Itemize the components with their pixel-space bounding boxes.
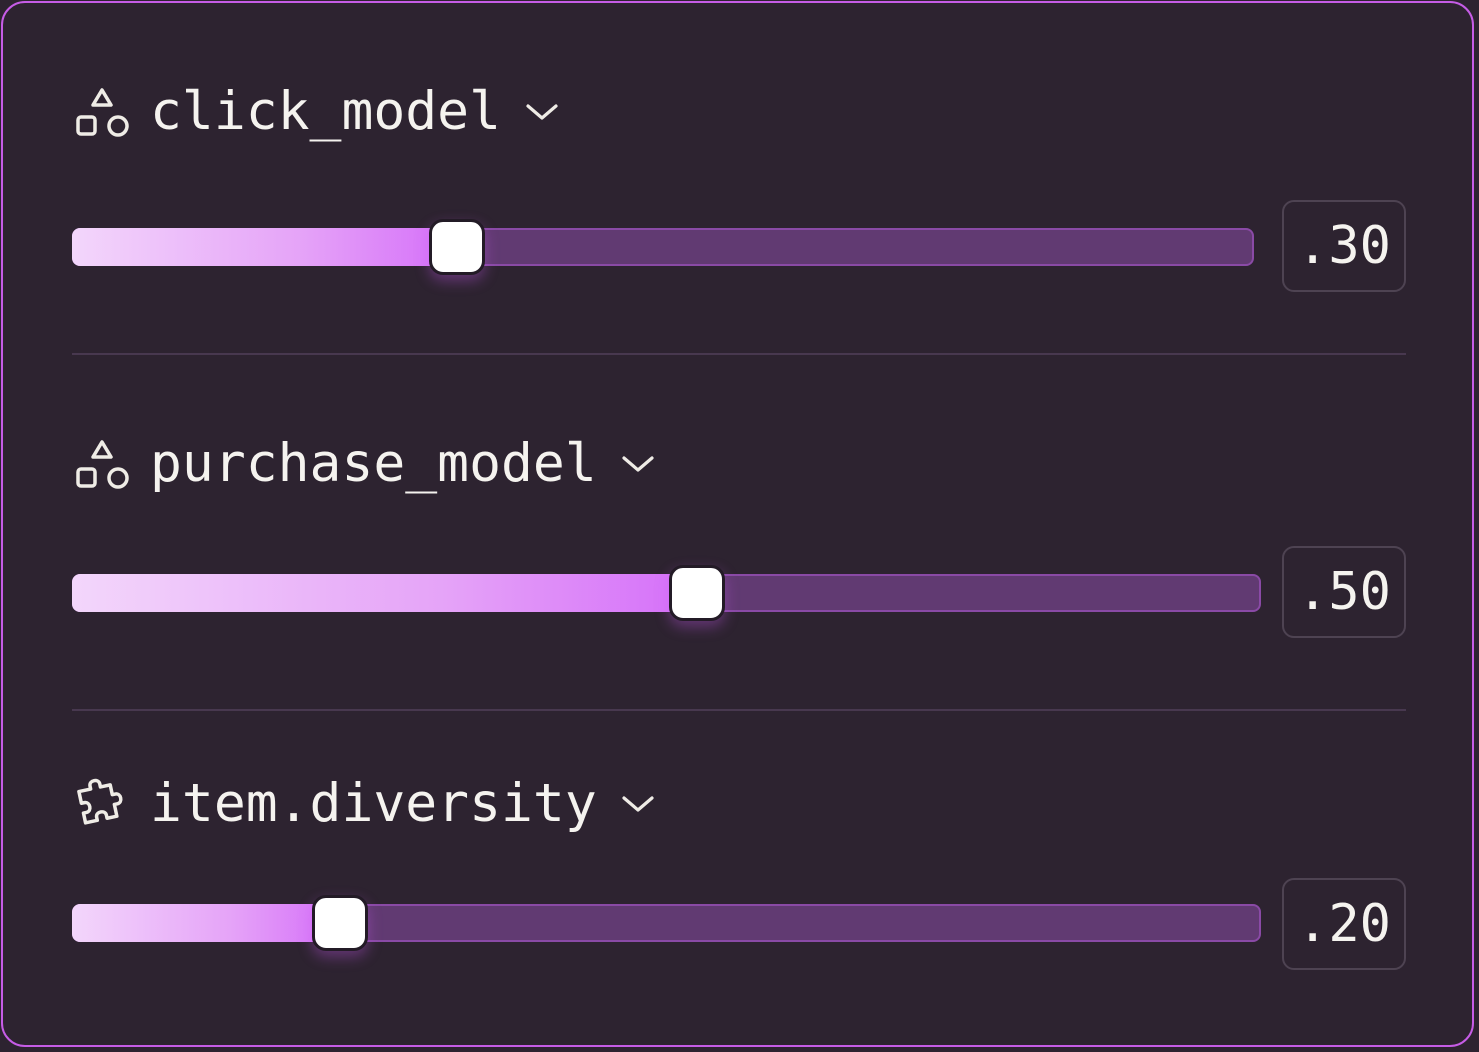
slider-row-purchase-model: purchase_model .50: [72, 434, 1406, 664]
value-field[interactable]: .50: [1282, 546, 1406, 638]
slider-thumb[interactable]: [428, 219, 485, 275]
slider-row-click-model: click_model .30: [72, 82, 1406, 312]
chevron-down-icon[interactable]: [621, 787, 655, 821]
slider-track[interactable]: [72, 565, 1261, 621]
puzzle-icon: [72, 774, 132, 834]
divider: [72, 353, 1406, 355]
shapes-icon: [72, 82, 132, 142]
slider-header: item.diversity: [72, 774, 655, 834]
shapes-icon: [72, 434, 132, 494]
slider-header: purchase_model: [72, 434, 655, 494]
chevron-down-icon[interactable]: [621, 447, 655, 481]
value-field[interactable]: .30: [1282, 200, 1406, 292]
slider-label: purchase_model: [150, 433, 597, 494]
slider-fill: [72, 904, 338, 942]
slider-track[interactable]: [72, 895, 1261, 951]
slider-thumb[interactable]: [311, 895, 368, 951]
slider-label: item.diversity: [150, 773, 597, 834]
slider-row-item-diversity: item.diversity .20: [72, 774, 1406, 1004]
slider-label: click_model: [150, 81, 501, 142]
slider-thumb[interactable]: [668, 565, 725, 621]
slider-fill: [72, 574, 695, 612]
slider-track[interactable]: [72, 219, 1254, 275]
slider-fill: [72, 228, 455, 266]
slider-header: click_model: [72, 82, 559, 142]
value-field[interactable]: .20: [1282, 878, 1406, 970]
chevron-down-icon[interactable]: [525, 95, 559, 129]
divider: [72, 709, 1406, 711]
